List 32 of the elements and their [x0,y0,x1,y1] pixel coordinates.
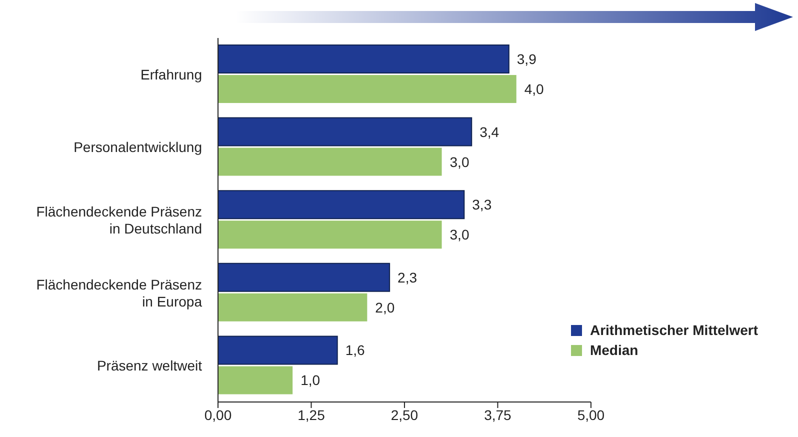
data-label: 4,0 [524,81,544,97]
y-tick-label: Personalentwicklung [74,139,202,156]
y-tick-label: Flächendeckende Präsenz in Europa [36,276,202,310]
data-label: 3,4 [480,124,500,140]
bar [218,117,472,146]
data-label: 2,3 [398,269,418,286]
bar [218,220,442,249]
y-tick-label: Erfahrung [140,66,202,82]
x-tick-label: 0,00 [204,406,232,423]
x-tick-label: 2,50 [390,406,418,423]
data-label: 2,0 [375,299,395,316]
x-tick-label: 3,75 [484,406,512,423]
x-tick-label: 5,00 [577,406,605,423]
data-label: 1,6 [345,342,366,358]
bar [218,75,516,103]
bar [218,293,368,322]
bar [218,190,465,220]
bar [218,262,390,292]
data-label: 3,3 [472,196,492,213]
data-label: 1,0 [300,372,320,388]
legend-label: Median [588,342,640,358]
bar [218,336,338,365]
y-tick-label: Präsenz weltweit [96,358,202,374]
data-label: 3,0 [450,154,470,170]
legend-label: Arithmetischer Mittelwert [588,322,758,338]
bar [218,148,442,176]
y-tick-label: Flächendeckende Präsenz in Deutschland [36,204,202,236]
bar [218,366,293,394]
bar [218,44,510,74]
data-label: 3,0 [450,226,470,243]
x-tick-label: 1,25 [298,406,326,423]
data-label: 3,9 [516,51,537,67]
